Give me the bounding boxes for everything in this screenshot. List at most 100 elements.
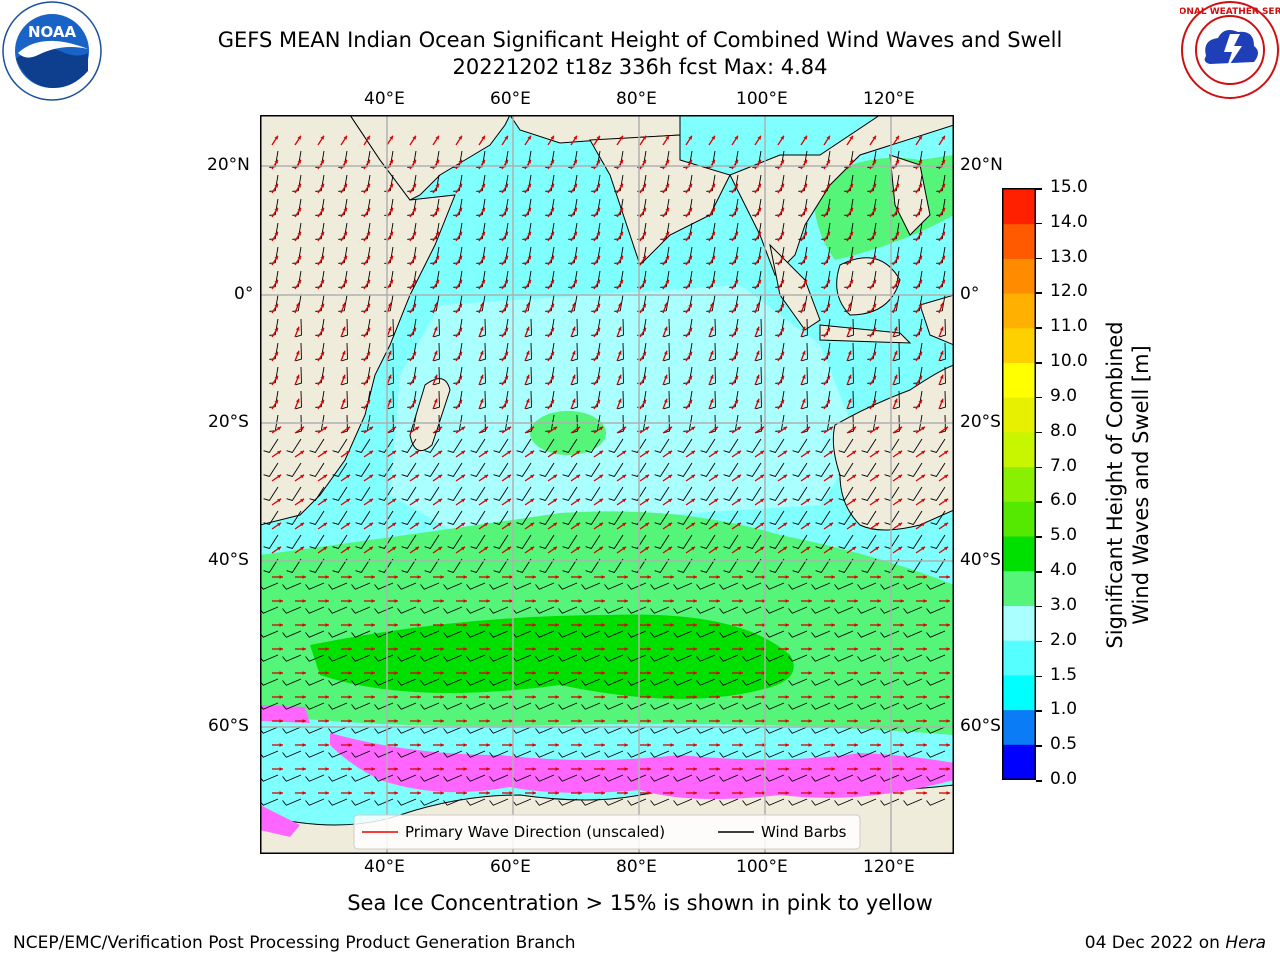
- wave-arrowhead: [831, 599, 835, 603]
- colorbar-segment: [1003, 397, 1035, 433]
- wind-barb: [489, 606, 509, 614]
- wind-barb: [522, 174, 532, 192]
- wind-barb: [309, 486, 325, 501]
- wind-barb: [696, 774, 716, 782]
- wind-barb: [479, 366, 486, 386]
- wave-arrowhead: [877, 671, 881, 675]
- wind-barb: [903, 606, 923, 614]
- left-tick-20S: 20°S: [208, 412, 249, 432]
- wave-arrowhead: [918, 231, 922, 236]
- colorbar-tick-label: 15.0: [1050, 177, 1088, 197]
- wind-barb: [801, 390, 808, 410]
- wave-arrowhead: [438, 546, 443, 551]
- wave-arrowhead: [900, 575, 904, 579]
- vector-field: [260, 135, 950, 806]
- wind-barb: [926, 750, 946, 758]
- wave-arrowhead: [392, 546, 397, 551]
- wind-barb: [332, 534, 348, 549]
- wind-barb: [489, 702, 509, 710]
- wave-arrowhead: [755, 374, 760, 379]
- map-panel: Primary Wave Direction (unscaled) Wind B…: [260, 115, 954, 854]
- wind-barb: [328, 654, 348, 662]
- wave-arrowhead: [458, 207, 462, 212]
- wave-arrowhead: [622, 450, 627, 455]
- wind-barb: [930, 438, 946, 453]
- wave-arrowhead: [433, 302, 438, 307]
- wind-barb: [627, 606, 647, 614]
- wave-arrowhead: [415, 426, 420, 431]
- wind-barb: [907, 462, 923, 477]
- wind-barb: [719, 678, 739, 686]
- wave-arrowhead: [783, 474, 788, 479]
- wave-arrowhead: [463, 599, 467, 603]
- wave-arrowhead: [780, 231, 784, 236]
- wave-arrowhead: [279, 623, 283, 627]
- wind-barb: [821, 198, 831, 216]
- wind-barb: [890, 270, 900, 288]
- wind-barb: [775, 246, 785, 264]
- colorbar-tick-label: 5.0: [1050, 525, 1078, 546]
- wave-arrowhead: [343, 279, 347, 284]
- wind-barb: [292, 270, 302, 288]
- wind-barb: [397, 606, 417, 614]
- wind-barb: [788, 606, 808, 614]
- wave-arrowhead: [394, 671, 398, 675]
- wave-arrowhead: [760, 474, 765, 479]
- wave-arrowhead: [877, 791, 881, 795]
- wind-barb: [489, 630, 509, 638]
- wind-barb: [755, 342, 762, 362]
- wind-barb: [838, 438, 854, 453]
- wind-barb: [673, 630, 693, 638]
- wind-barb: [558, 630, 578, 638]
- wave-arrowhead: [440, 671, 444, 675]
- wave-arrowhead: [463, 647, 467, 651]
- wind-barb: [479, 318, 486, 338]
- wave-arrowhead: [762, 599, 766, 603]
- wind-barb: [430, 246, 440, 264]
- wind-barb: [499, 150, 509, 168]
- wave-arrowhead: [923, 743, 927, 747]
- wind-barb: [539, 510, 555, 525]
- wind-barb: [424, 558, 440, 573]
- wave-arrowhead: [366, 279, 370, 284]
- wave-arrowhead: [668, 450, 673, 455]
- wind-barb: [769, 534, 785, 549]
- wind-barb: [355, 438, 371, 453]
- wave-arrowhead: [893, 398, 898, 403]
- wave-arrowhead: [693, 671, 697, 675]
- wave-arrowhead: [343, 255, 347, 260]
- wind-barb: [742, 582, 762, 590]
- wind-barb: [305, 774, 325, 782]
- wind-barb: [269, 390, 279, 408]
- wind-barb: [867, 366, 877, 384]
- wave-arrowhead: [645, 426, 650, 431]
- wave-arrowhead: [941, 159, 945, 164]
- wind-barb: [374, 774, 394, 782]
- wind-barb: [591, 342, 601, 360]
- wave-arrowhead: [371, 791, 375, 795]
- wave-arrowhead: [693, 647, 697, 651]
- wind-barb: [627, 582, 647, 590]
- wave-arrowhead: [939, 326, 944, 331]
- wind-barb: [861, 510, 877, 525]
- wave-arrowhead: [693, 575, 697, 579]
- wave-arrowhead: [847, 302, 852, 307]
- wind-barb: [539, 558, 555, 573]
- wind-barb: [535, 726, 555, 734]
- wave-arrowhead: [461, 450, 466, 455]
- wind-barb: [315, 318, 325, 336]
- ocean-medium-field: [390, 285, 860, 535]
- wave-arrowhead: [415, 546, 420, 551]
- wave-arrowhead: [435, 183, 439, 188]
- wave-arrowhead: [300, 450, 305, 455]
- wave-arrowhead: [734, 279, 738, 284]
- wave-arrowhead: [921, 546, 926, 551]
- title-line-2: 20221202 t18z 336h fcst Max: 4.84: [452, 55, 828, 79]
- wave-arrowhead: [417, 671, 421, 675]
- wave-arrowhead: [647, 767, 651, 771]
- wind-barb: [880, 582, 900, 590]
- wind-barb: [867, 270, 877, 288]
- wind-barb: [834, 630, 854, 638]
- colorbar-tick-label: 10.0: [1050, 351, 1088, 372]
- wind-barb: [650, 654, 670, 662]
